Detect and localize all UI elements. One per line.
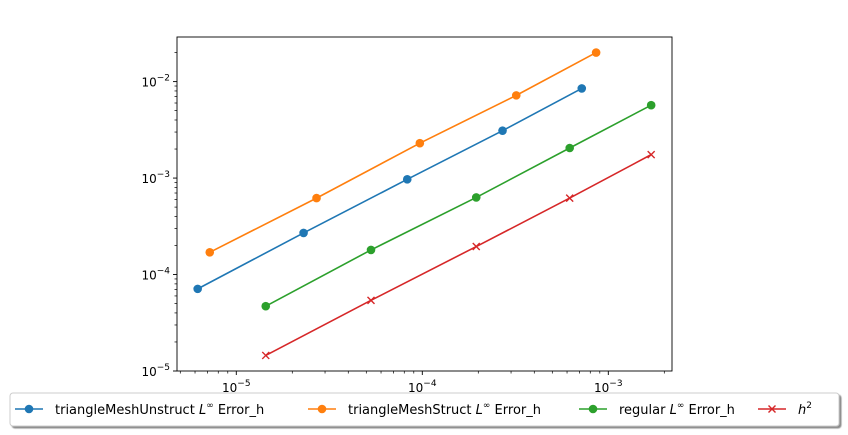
data-point-triangleMeshStruct (511, 91, 521, 100)
x-marker-stroke (261, 351, 270, 360)
legend-marker (588, 404, 598, 414)
data-point-triangleMeshStruct (415, 138, 425, 148)
data-point-h^2 (565, 194, 574, 203)
legend-label: triangleMeshUnstruct L∞ Error_h (55, 401, 264, 418)
data-point-h^2 (367, 296, 376, 305)
legend-entry-regular: regular L∞ Error_h (579, 401, 735, 418)
x-tick-label: 10−4 (408, 379, 437, 395)
x-tick-label: 10−5 (222, 379, 251, 395)
data-point-triangleMeshStruct (591, 48, 601, 57)
data-point-regular (366, 245, 376, 255)
data-point-triangleMeshUnstruct (299, 228, 308, 238)
data-point-triangleMeshStruct (205, 248, 215, 257)
x-marker-stroke (647, 150, 656, 159)
y-tick-label: 10−3 (141, 170, 170, 186)
data-point-regular (565, 143, 574, 153)
y-tick-label: 10−5 (141, 363, 170, 379)
data-point-triangleMeshUnstruct (577, 84, 587, 93)
data-point-h^2 (261, 351, 270, 360)
legend-entry-triangleMeshUnstruct: triangleMeshUnstruct L∞ Error_h (15, 401, 264, 418)
legend-label: triangleMeshStruct L∞ Error_h (348, 401, 541, 418)
data-point-triangleMeshStruct (312, 193, 321, 203)
data-point-h^2 (647, 150, 656, 159)
data-point-triangleMeshUnstruct (498, 126, 507, 135)
y-tick-label: 10−2 (141, 74, 170, 90)
x-marker-stroke (472, 242, 481, 251)
x-marker-stroke (367, 296, 376, 305)
plot-frame (176, 36, 673, 372)
data-point-regular (471, 193, 481, 202)
x-marker-stroke (768, 405, 776, 413)
legend-entry-triangleMeshStruct: triangleMeshStruct L∞ Error_h (308, 401, 541, 418)
y-tick-label: 10−4 (141, 267, 170, 283)
data-point-h^2 (472, 242, 481, 251)
legend-entry-h^2: h2 (758, 401, 812, 418)
legend-marker (317, 404, 327, 414)
legend-label: regular L∞ Error_h (619, 401, 735, 418)
legend-label: h2 (798, 401, 812, 418)
legend-marker (768, 405, 776, 413)
legend-marker (24, 404, 34, 414)
data-point-regular (261, 301, 271, 311)
legend-box (9, 392, 840, 427)
x-tick-label: 10−3 (594, 379, 623, 395)
data-point-triangleMeshUnstruct (402, 175, 412, 184)
data-point-regular (646, 100, 656, 110)
data-point-triangleMeshUnstruct (193, 284, 202, 294)
x-marker-stroke (565, 194, 574, 203)
